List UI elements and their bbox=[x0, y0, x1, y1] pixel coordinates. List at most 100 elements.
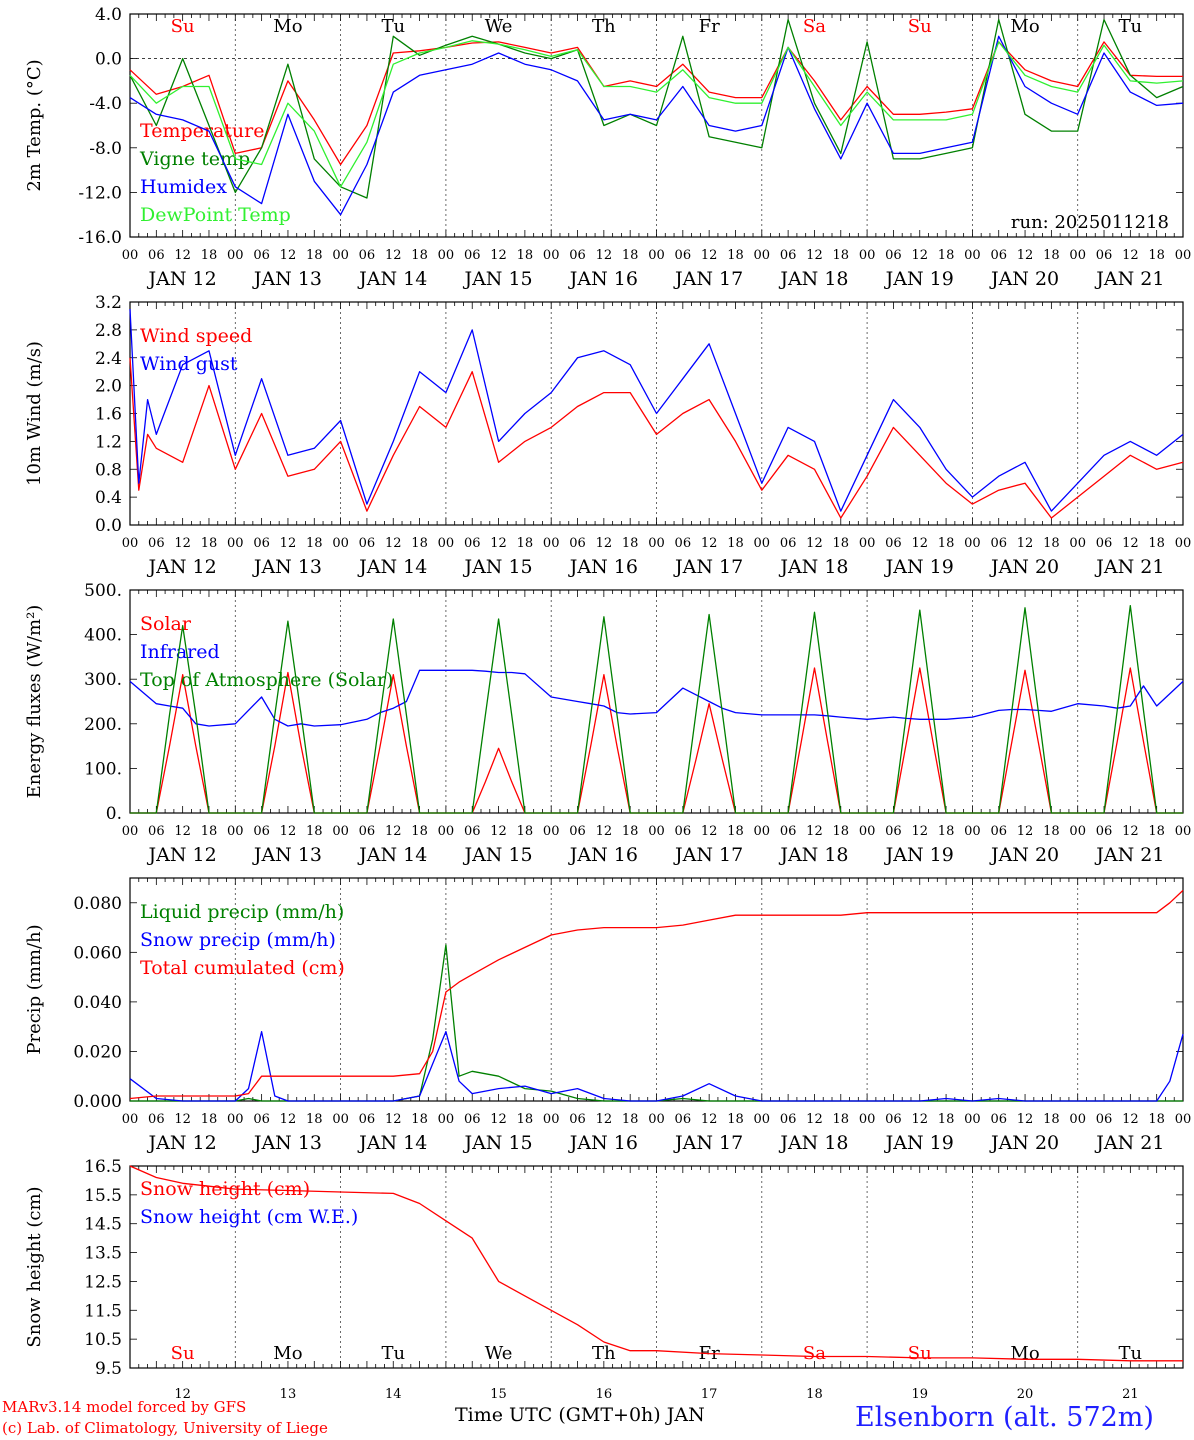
hour-tick-label: 18 bbox=[727, 248, 744, 263]
hour-tick-label: 06 bbox=[148, 1112, 165, 1127]
hour-tick-label: 12 bbox=[280, 248, 297, 263]
y-tick-label: 0.000 bbox=[73, 1092, 122, 1112]
legend-entry: Temperature bbox=[140, 120, 264, 142]
hour-tick-label: 00 bbox=[438, 1112, 455, 1127]
hour-tick-label: 12 bbox=[1017, 824, 1034, 839]
hour-tick-label: 18 bbox=[201, 1112, 218, 1127]
hour-tick-label: 06 bbox=[359, 824, 376, 839]
hour-tick-label: 12 bbox=[596, 1112, 613, 1127]
hour-tick-label: 00 bbox=[543, 536, 560, 551]
day-of-week-label: Su bbox=[171, 1343, 195, 1364]
day-number-label: 12 bbox=[174, 1387, 191, 1402]
hour-tick-label: 00 bbox=[964, 248, 981, 263]
hour-tick-label: 18 bbox=[306, 824, 323, 839]
hour-tick-label: 00 bbox=[648, 1112, 665, 1127]
hour-tick-label: 00 bbox=[648, 248, 665, 263]
hour-tick-label: 18 bbox=[622, 1112, 639, 1127]
day-number-label: 18 bbox=[806, 1387, 823, 1402]
hour-tick-label: 18 bbox=[938, 536, 955, 551]
hour-tick-label: 00 bbox=[332, 824, 349, 839]
hour-tick-label: 06 bbox=[675, 1112, 692, 1127]
y-axis-label: 2m Temp. (°C) bbox=[24, 59, 45, 191]
date-label: JAN 21 bbox=[1094, 844, 1164, 866]
hour-tick-label: 00 bbox=[859, 536, 876, 551]
y-tick-label: 0.4 bbox=[95, 488, 122, 508]
hour-tick-label: 18 bbox=[1148, 1112, 1165, 1127]
hour-tick-label: 18 bbox=[833, 248, 850, 263]
y-tick-label: -12.0 bbox=[78, 183, 122, 203]
y-tick-label: 2.8 bbox=[95, 321, 122, 341]
date-label: JAN 17 bbox=[673, 1132, 743, 1154]
hour-tick-label: 18 bbox=[306, 248, 323, 263]
y-tick-label: -8.0 bbox=[89, 139, 122, 159]
hour-tick-label: 06 bbox=[675, 248, 692, 263]
series-line-snow-precip-mm-h bbox=[129, 1030, 1184, 1102]
date-label: JAN 16 bbox=[568, 844, 638, 866]
date-label: JAN 15 bbox=[462, 844, 532, 866]
hour-tick-label: 00 bbox=[1069, 248, 1086, 263]
hour-tick-label: 18 bbox=[411, 824, 428, 839]
day-number-label: 13 bbox=[280, 1387, 297, 1402]
y-tick-label: 0.060 bbox=[73, 943, 122, 963]
hour-tick-label: 00 bbox=[754, 248, 771, 263]
y-tick-label: 0.040 bbox=[73, 993, 122, 1013]
hour-tick-label: 06 bbox=[885, 248, 902, 263]
hour-tick-label: 00 bbox=[754, 824, 771, 839]
date-label: JAN 14 bbox=[357, 556, 427, 578]
hour-tick-label: 18 bbox=[1043, 824, 1060, 839]
hour-tick-label: 06 bbox=[1096, 536, 1113, 551]
day-number-label: 16 bbox=[596, 1387, 613, 1402]
legend-entry: Humidex bbox=[140, 176, 227, 198]
date-label: JAN 21 bbox=[1094, 268, 1164, 290]
hour-tick-label: 12 bbox=[701, 824, 718, 839]
hour-tick-label: 00 bbox=[227, 248, 244, 263]
hour-tick-label: 18 bbox=[622, 824, 639, 839]
date-label: JAN 17 bbox=[673, 268, 743, 290]
y-tick-label: 15.5 bbox=[84, 1186, 122, 1206]
hour-tick-label: 06 bbox=[990, 824, 1007, 839]
date-label: JAN 19 bbox=[884, 268, 954, 290]
hour-tick-label: 00 bbox=[964, 1112, 981, 1127]
hour-tick-label: 00 bbox=[227, 824, 244, 839]
date-label: JAN 13 bbox=[252, 556, 322, 578]
y-axis-label: 10m Wind (m/s) bbox=[24, 341, 45, 486]
y-axis-label: Snow height (cm) bbox=[24, 1186, 45, 1347]
date-label: JAN 18 bbox=[778, 556, 848, 578]
y-tick-label: 0.080 bbox=[73, 894, 122, 914]
station-name: Elsenborn (alt. 572m) bbox=[855, 1402, 1154, 1433]
hour-tick-label: 12 bbox=[1017, 248, 1034, 263]
day-number-label: 19 bbox=[911, 1387, 928, 1402]
hour-tick-label: 12 bbox=[174, 248, 191, 263]
hour-tick-label: 00 bbox=[964, 536, 981, 551]
legend-entry: Total cumulated (cm) bbox=[140, 957, 345, 979]
legend-entry: Infrared bbox=[140, 641, 220, 663]
hour-tick-label: 18 bbox=[1043, 1112, 1060, 1127]
date-label: JAN 12 bbox=[147, 268, 217, 290]
date-label: JAN 13 bbox=[252, 844, 322, 866]
hour-tick-label: 00 bbox=[754, 536, 771, 551]
hour-tick-label: 00 bbox=[122, 824, 139, 839]
hour-tick-label: 06 bbox=[359, 536, 376, 551]
legend-entry: Snow height (cm) bbox=[140, 1178, 310, 1200]
hour-tick-label: 06 bbox=[780, 248, 797, 263]
hour-tick-label: 18 bbox=[411, 1112, 428, 1127]
day-of-week-label: Su bbox=[908, 16, 932, 37]
date-label: JAN 13 bbox=[252, 268, 322, 290]
hour-tick-label: 06 bbox=[1096, 824, 1113, 839]
y-tick-label: 9.5 bbox=[95, 1359, 122, 1379]
hour-tick-label: 12 bbox=[490, 248, 507, 263]
hour-tick-label: 06 bbox=[569, 536, 586, 551]
hour-tick-label: 06 bbox=[253, 1112, 270, 1127]
hour-tick-label: 12 bbox=[701, 536, 718, 551]
hour-tick-label: 12 bbox=[1017, 1112, 1034, 1127]
day-number-label: 20 bbox=[1017, 1387, 1034, 1402]
day-number-label: 17 bbox=[701, 1387, 718, 1402]
legend-entry: Top of Atmosphere (Solar) bbox=[140, 669, 393, 691]
day-number-label: 21 bbox=[1122, 1387, 1139, 1402]
hour-tick-label: 12 bbox=[806, 824, 823, 839]
hour-tick-label: 12 bbox=[174, 536, 191, 551]
hour-tick-label: 18 bbox=[833, 1112, 850, 1127]
hour-tick-label: 12 bbox=[701, 248, 718, 263]
hour-tick-label: 12 bbox=[280, 536, 297, 551]
hour-tick-label: 06 bbox=[148, 824, 165, 839]
